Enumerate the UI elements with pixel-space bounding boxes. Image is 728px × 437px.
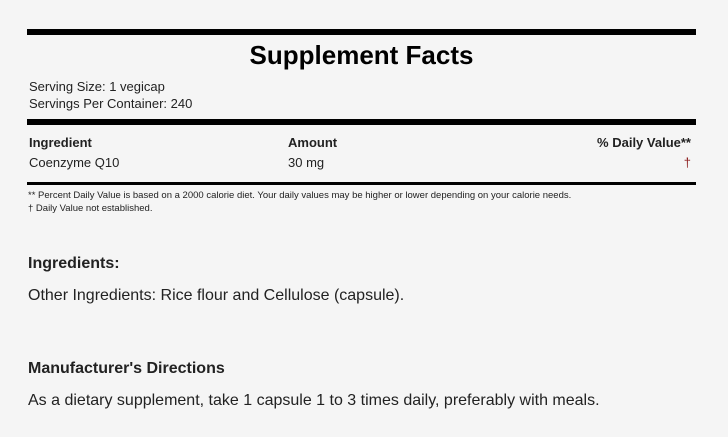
directions-text: As a dietary supplement, take 1 capsule … (28, 392, 600, 409)
footnote-daily-value: ** Percent Daily Value is based on a 200… (28, 190, 572, 201)
directions-heading: Manufacturer's Directions (28, 360, 225, 377)
servings-per-container: Servings Per Container: 240 (29, 96, 193, 111)
footnote-rule (27, 182, 696, 185)
ingredients-heading: Ingredients: (28, 255, 120, 272)
row-ingredient: Coenzyme Q10 (29, 155, 120, 170)
page-title: Supplement Facts (249, 40, 474, 70)
ingredients-text: Other Ingredients: Rice flour and Cellul… (28, 287, 405, 304)
top-rule (27, 29, 696, 35)
header-ingredient: Ingredient (29, 135, 92, 150)
header-amount: Amount (288, 135, 338, 150)
row-daily-value: † (683, 155, 691, 170)
serving-size: Serving Size: 1 vegicap (29, 79, 165, 94)
footnote-dagger: † Daily Value not established. (28, 203, 153, 214)
header-daily-value: % Daily Value** (597, 135, 691, 150)
row-amount: 30 mg (288, 155, 325, 170)
header-rule (27, 119, 696, 125)
